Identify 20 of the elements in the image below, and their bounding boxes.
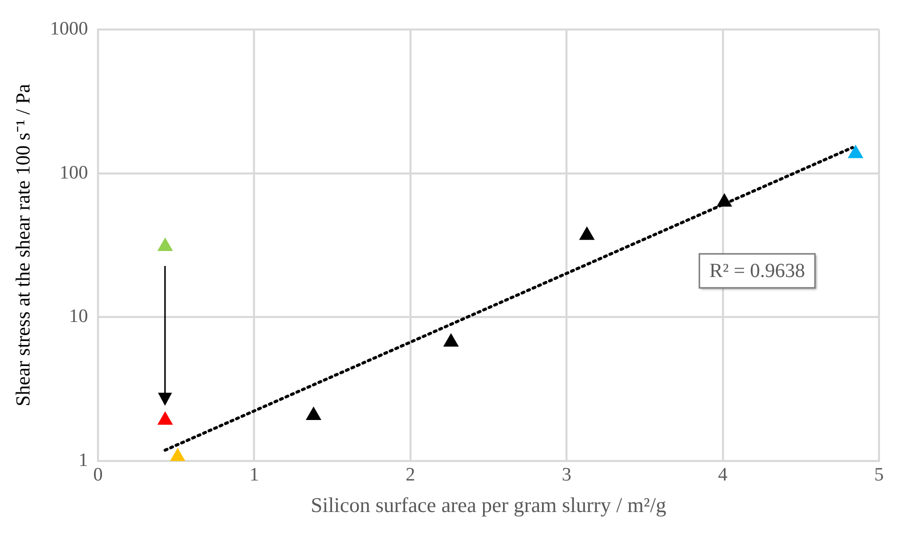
y-tick-label: 1 <box>78 450 88 471</box>
y-tick-label: 1000 <box>50 18 88 40</box>
annotation: R² = 0.9638 <box>709 260 805 282</box>
x-tick-label: 4 <box>718 464 728 486</box>
point <box>158 238 173 251</box>
x-tick-label: 5 <box>874 464 884 486</box>
point <box>444 334 458 347</box>
x-tick-label: 1 <box>249 464 259 486</box>
y-tick-label: 100 <box>60 162 88 184</box>
x-tick-label: 3 <box>562 464 572 486</box>
point <box>848 145 863 158</box>
point <box>170 448 186 461</box>
y-axis-title: Shear stress at the shear rate 100 s⁻¹ / Pa <box>12 84 34 406</box>
x-axis-title: Silicon surface area per gram slurry / m²/g <box>310 492 667 517</box>
point <box>306 407 321 420</box>
point <box>579 226 594 240</box>
y-tick-label: 10 <box>69 306 88 328</box>
x-tick-label: 0 <box>93 464 103 486</box>
x-tick-label: 2 <box>406 464 416 486</box>
point <box>158 412 173 425</box>
